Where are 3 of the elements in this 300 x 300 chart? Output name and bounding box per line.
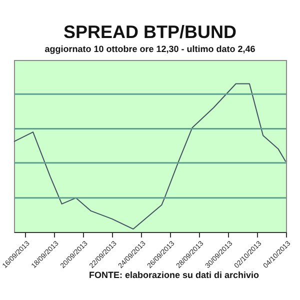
source-note: FONTE: elaborazione su dati di archivio [88,270,260,280]
chart-subtitle: aggiornato 10 ottobre ore 12,30 - ultimo dato 2,46 [44,44,256,54]
chart-title: SPREAD BTP/BUND [63,22,237,42]
